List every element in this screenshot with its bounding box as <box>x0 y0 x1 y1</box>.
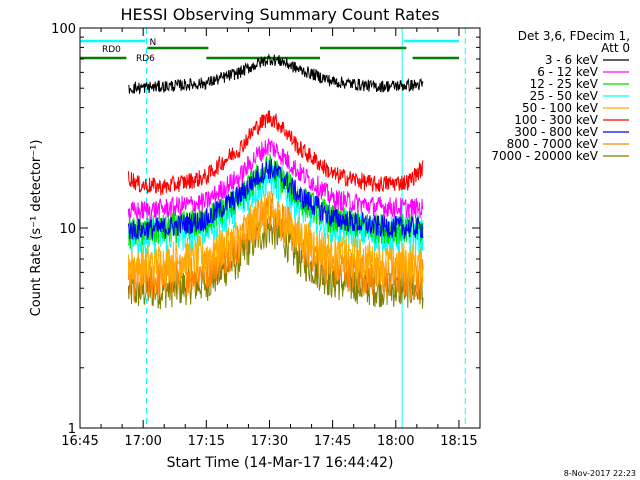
x-axis-label: Start Time (14-Mar-17 16:44:42) <box>167 455 394 471</box>
y-tick-label: 1 <box>68 422 76 437</box>
legend-header-2: Att 0 <box>601 41 630 55</box>
chart-title: HESSI Observing Summary Count Rates <box>120 5 439 24</box>
series-line-6-12-kev <box>127 138 424 221</box>
x-tick-label: 17:45 <box>314 434 351 449</box>
series-line-3-6-kev <box>128 53 424 95</box>
legend-label: 300 - 800 keV <box>514 125 598 139</box>
x-tick-label: 17:00 <box>124 434 161 449</box>
y-tick-label: 10 <box>59 222 76 237</box>
flag-label-rd6: RD6 <box>136 54 155 64</box>
series-line-800-7000-kev <box>127 191 424 301</box>
x-tick-label: 18:15 <box>440 434 477 449</box>
x-tick-label: 18:00 <box>377 434 414 449</box>
legend-label: 100 - 300 keV <box>514 113 598 127</box>
x-tick-label: 16:45 <box>61 434 98 449</box>
flag-label-n: N <box>150 38 157 48</box>
legend-header-1: Det 3,6, FDecim 1, <box>518 29 630 43</box>
x-tick-label: 17:15 <box>188 434 225 449</box>
legend-label: 50 - 100 keV <box>522 101 599 115</box>
legend-label: 7000 - 20000 keV <box>491 149 598 163</box>
series-line-50-100-kev <box>127 190 424 287</box>
footer-date: 8-Nov-2017 22:23 <box>564 469 636 478</box>
legend-label: 6 - 12 keV <box>537 65 599 79</box>
y-tick-label: 100 <box>51 22 76 37</box>
legend-label: 25 - 50 keV <box>530 89 599 103</box>
series-line-300-800-kev <box>127 158 424 240</box>
y-axis-label: Count Rate (s⁻¹ detector⁻¹) <box>29 140 44 317</box>
x-tick-label: 17:30 <box>251 434 288 449</box>
legend-label: 800 - 7000 keV <box>507 137 599 151</box>
legend-label: 12 - 25 keV <box>530 77 599 91</box>
flag-label-rd0: RD0 <box>102 45 121 55</box>
legend-label: 3 - 6 keV <box>545 53 599 67</box>
series-line-100-300-kev <box>127 110 424 196</box>
